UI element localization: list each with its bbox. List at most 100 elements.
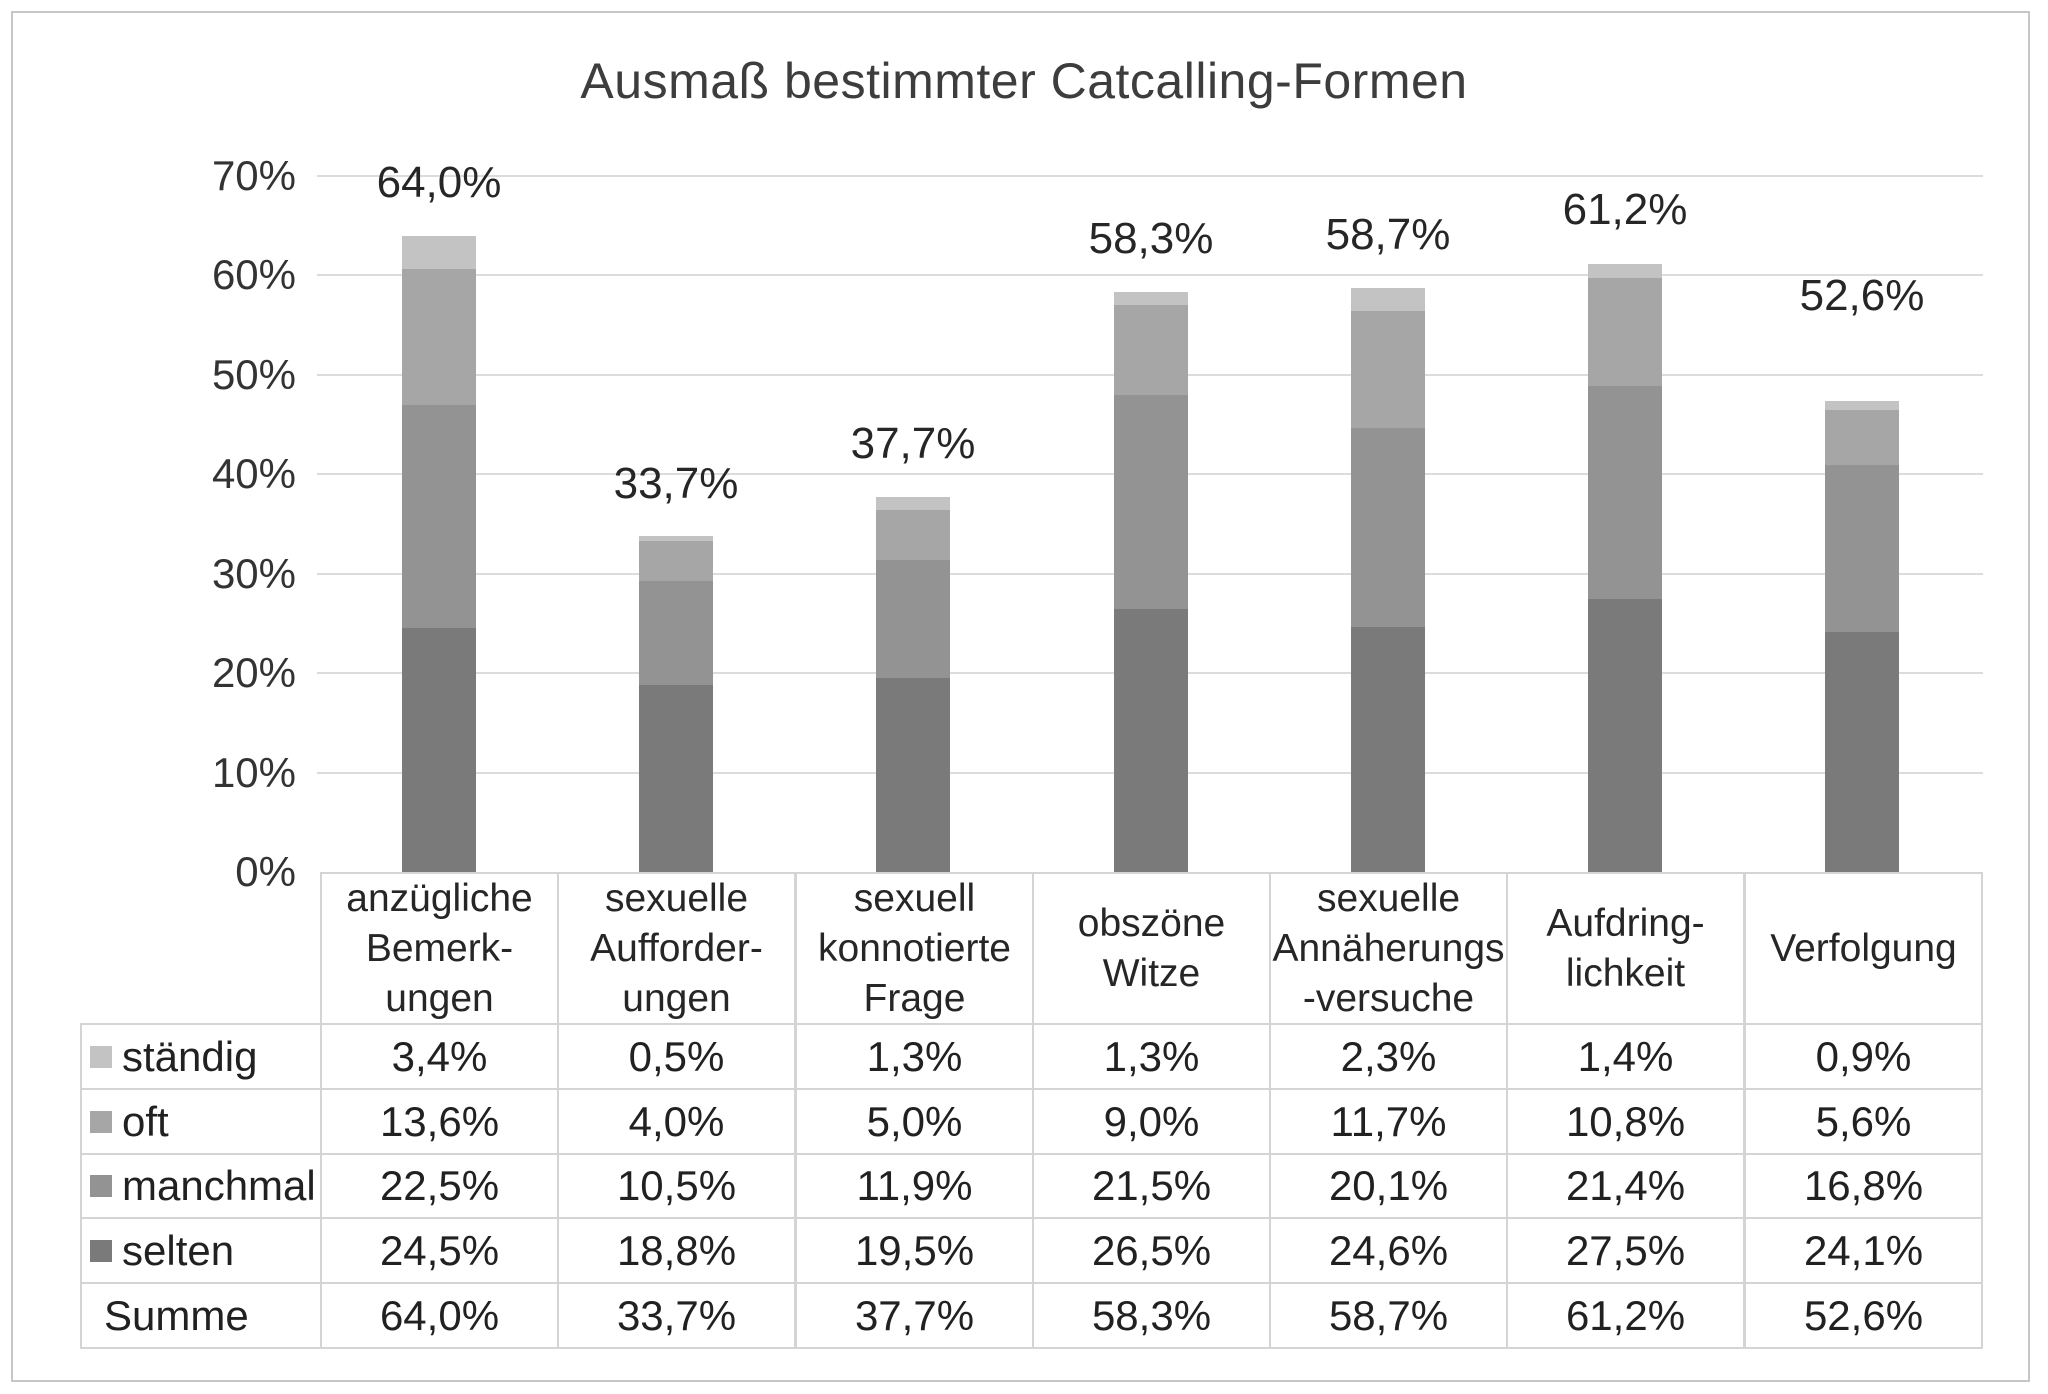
- y-axis-tick-label: 40%: [211, 450, 296, 497]
- table-value-cell: 10,5%: [557, 1153, 796, 1219]
- bar-segment-selten: [639, 685, 713, 872]
- table-value-cell: 33,7%: [557, 1282, 796, 1349]
- table-value-cell: 13,6%: [320, 1088, 559, 1155]
- bar-total-label: 58,7%: [1325, 210, 1451, 259]
- bar-segment-staendig: [1588, 264, 1662, 278]
- table-value-cell: 18,8%: [557, 1217, 796, 1284]
- table-value-cell: 22,5%: [320, 1153, 559, 1219]
- chart-title: Ausmaß bestimmter Catcalling-Formen: [580, 53, 1468, 109]
- bar-segment-manchmal: [1825, 465, 1899, 632]
- bar-segment-selten: [1825, 632, 1899, 872]
- table-row-label-manchmal: manchmal: [80, 1153, 322, 1219]
- table-value-cell: 3,4%: [320, 1023, 559, 1090]
- table-row-label-staendig: ständig: [80, 1023, 322, 1090]
- bar-segment-oft: [1351, 311, 1425, 428]
- table-value-cell: 58,7%: [1269, 1282, 1508, 1349]
- gridline: [317, 274, 1983, 276]
- table-value-cell: 21,4%: [1506, 1153, 1745, 1219]
- row-label-text: oft: [122, 1097, 169, 1145]
- y-axis-tick-label: 20%: [211, 649, 296, 696]
- table-value-cell: 26,5%: [1032, 1217, 1271, 1284]
- bar-segment-staendig: [402, 236, 476, 269]
- bar-segment-staendig: [876, 497, 950, 510]
- table-row-label-oft: oft: [80, 1088, 322, 1155]
- table-value-cell: 1,3%: [1032, 1023, 1271, 1090]
- bar-total-label: 61,2%: [1562, 185, 1688, 234]
- table-value-cell: 2,3%: [1269, 1023, 1508, 1090]
- y-axis-tick-label: 50%: [211, 351, 296, 398]
- figure-border: [11, 11, 2030, 1382]
- row-label-text: ständig: [122, 1032, 258, 1080]
- bar-segment-manchmal: [876, 560, 950, 678]
- bar-segment-staendig: [1114, 292, 1188, 305]
- table-value-cell: 4,0%: [557, 1088, 796, 1155]
- bar-segment-manchmal: [402, 405, 476, 628]
- table-value-cell: 5,0%: [795, 1088, 1034, 1155]
- bar-segment-oft: [1114, 305, 1188, 395]
- bar-total-label: 58,3%: [1088, 214, 1214, 263]
- bar-total-label: 37,7%: [850, 419, 976, 468]
- y-axis-tick-label: 0%: [235, 848, 296, 895]
- legend-swatch-staendig: [90, 1045, 112, 1068]
- bar-segment-staendig: [1351, 288, 1425, 311]
- y-axis-tick-label: 10%: [211, 749, 296, 796]
- category-cell: sexuelle Annäherungs -versuche: [1269, 872, 1508, 1025]
- table-value-cell: 10,8%: [1506, 1088, 1745, 1155]
- table-value-cell: 16,8%: [1744, 1153, 1983, 1219]
- category-cell: obszöne Witze: [1032, 872, 1271, 1025]
- table-row-label-summe: Summe: [80, 1282, 322, 1349]
- bar-segment-staendig: [639, 536, 713, 541]
- table-value-cell: 11,9%: [795, 1153, 1034, 1219]
- gridline: [317, 175, 1983, 177]
- legend-swatch-manchmal: [90, 1175, 112, 1197]
- bar-segment-manchmal: [1114, 395, 1188, 609]
- bar-segment-staendig: [1825, 401, 1899, 410]
- table-value-cell: 1,4%: [1506, 1023, 1745, 1090]
- table-value-cell: 11,7%: [1269, 1088, 1508, 1155]
- bar-segment-oft: [1588, 278, 1662, 386]
- y-axis-tick-label: 60%: [211, 251, 296, 298]
- table-value-cell: 1,3%: [795, 1023, 1034, 1090]
- table-value-cell: 0,9%: [1744, 1023, 1983, 1090]
- row-label-text: selten: [122, 1226, 235, 1274]
- table-value-cell: 24,6%: [1269, 1217, 1508, 1284]
- table-value-cell: 24,1%: [1744, 1217, 1983, 1284]
- category-cell: Verfolgung: [1744, 872, 1983, 1025]
- category-cell: anzügliche Bemerk- ungen: [320, 872, 559, 1025]
- bar-segment-manchmal: [1588, 386, 1662, 599]
- bar-segment-selten: [1588, 599, 1662, 872]
- table-value-cell: 27,5%: [1506, 1217, 1745, 1284]
- legend-swatch-oft: [90, 1110, 112, 1133]
- row-label-text: manchmal: [122, 1162, 316, 1209]
- table-value-cell: 64,0%: [320, 1282, 559, 1349]
- bar-segment-selten: [876, 678, 950, 872]
- category-cell: sexuelle Aufforder- ungen: [557, 872, 796, 1025]
- table-value-cell: 37,7%: [795, 1282, 1034, 1349]
- bar-total-label: 64,0%: [376, 158, 502, 207]
- table-value-cell: 19,5%: [795, 1217, 1034, 1284]
- bar-segment-oft: [402, 269, 476, 405]
- table-value-cell: 21,5%: [1032, 1153, 1271, 1219]
- table-value-cell: 9,0%: [1032, 1088, 1271, 1155]
- bar-segment-selten: [402, 628, 476, 872]
- bar-segment-oft: [639, 541, 713, 581]
- table-row-label-selten: selten: [80, 1217, 322, 1284]
- bar-segment-oft: [1825, 410, 1899, 465]
- row-label-text: Summe: [104, 1291, 249, 1339]
- bar-segment-oft: [876, 510, 950, 560]
- y-axis-tick-label: 70%: [211, 152, 296, 199]
- table-value-cell: 58,3%: [1032, 1282, 1271, 1349]
- y-axis-tick-label: 30%: [211, 550, 296, 597]
- category-cell: Aufdring- lichkeit: [1506, 872, 1745, 1025]
- bar-segment-selten: [1351, 627, 1425, 872]
- legend-swatch-selten: [90, 1239, 112, 1262]
- bar-segment-manchmal: [1351, 428, 1425, 627]
- table-value-cell: 20,1%: [1269, 1153, 1508, 1219]
- category-cell: sexuell konnotierte Frage: [795, 872, 1034, 1025]
- table-value-cell: 24,5%: [320, 1217, 559, 1284]
- table-value-cell: 5,6%: [1744, 1088, 1983, 1155]
- bar-segment-selten: [1114, 609, 1188, 872]
- table-value-cell: 61,2%: [1506, 1282, 1745, 1349]
- table-value-cell: 0,5%: [557, 1023, 796, 1090]
- bar-total-label: 52,6%: [1799, 271, 1925, 320]
